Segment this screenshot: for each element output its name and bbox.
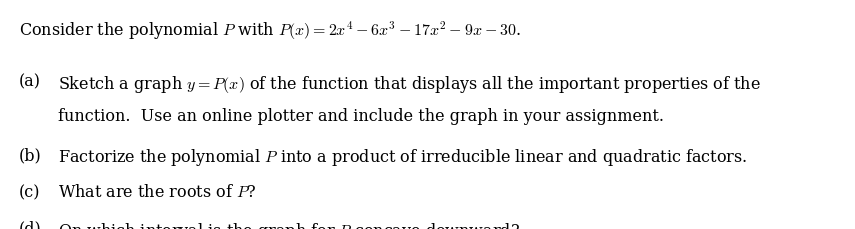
Text: (c): (c) bbox=[19, 183, 40, 200]
Text: On which interval is the graph for $P$ concave downward?: On which interval is the graph for $P$ c… bbox=[58, 220, 520, 229]
Text: (b): (b) bbox=[19, 147, 42, 164]
Text: Consider the polynomial $P$ with $P(x) = 2x^4 - 6x^3 - 17x^2 - 9x - 30$.: Consider the polynomial $P$ with $P(x) =… bbox=[19, 19, 521, 42]
Text: What are the roots of $P$?: What are the roots of $P$? bbox=[58, 183, 256, 200]
Text: (d): (d) bbox=[19, 220, 42, 229]
Text: Sketch a graph $y = P(x)$ of the function that displays all the important proper: Sketch a graph $y = P(x)$ of the functio… bbox=[58, 73, 761, 94]
Text: (a): (a) bbox=[19, 73, 41, 90]
Text: Factorize the polynomial $P$ into a product of irreducible linear and quadratic : Factorize the polynomial $P$ into a prod… bbox=[58, 147, 747, 167]
Text: function.  Use an online plotter and include the graph in your assignment.: function. Use an online plotter and incl… bbox=[58, 108, 664, 125]
